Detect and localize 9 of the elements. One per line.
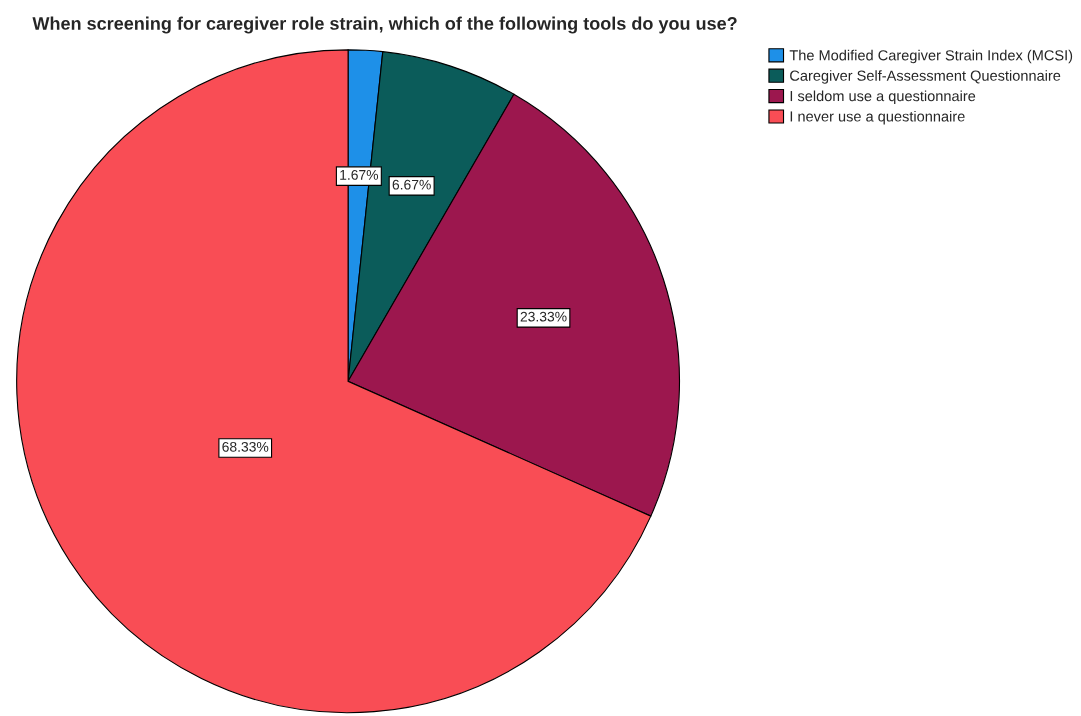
chart-title: When screening for caregiver role strain, which of the following tools do you use? — [32, 16, 737, 34]
data-label: 68.33% — [222, 441, 269, 452]
data-label: 6.67% — [392, 179, 431, 190]
legend-label: I seldom use a questionnaire — [790, 90, 976, 105]
legend-label: Caregiver Self-Assessment Questionnaire — [790, 70, 1061, 84]
data-label: 1.67% — [340, 169, 379, 180]
legend-label: I never use a questionnaire — [790, 110, 965, 125]
legend-label: The Modified Caregiver Strain Index (MCSI) — [789, 49, 1073, 64]
data-label: 23.33% — [520, 311, 567, 322]
